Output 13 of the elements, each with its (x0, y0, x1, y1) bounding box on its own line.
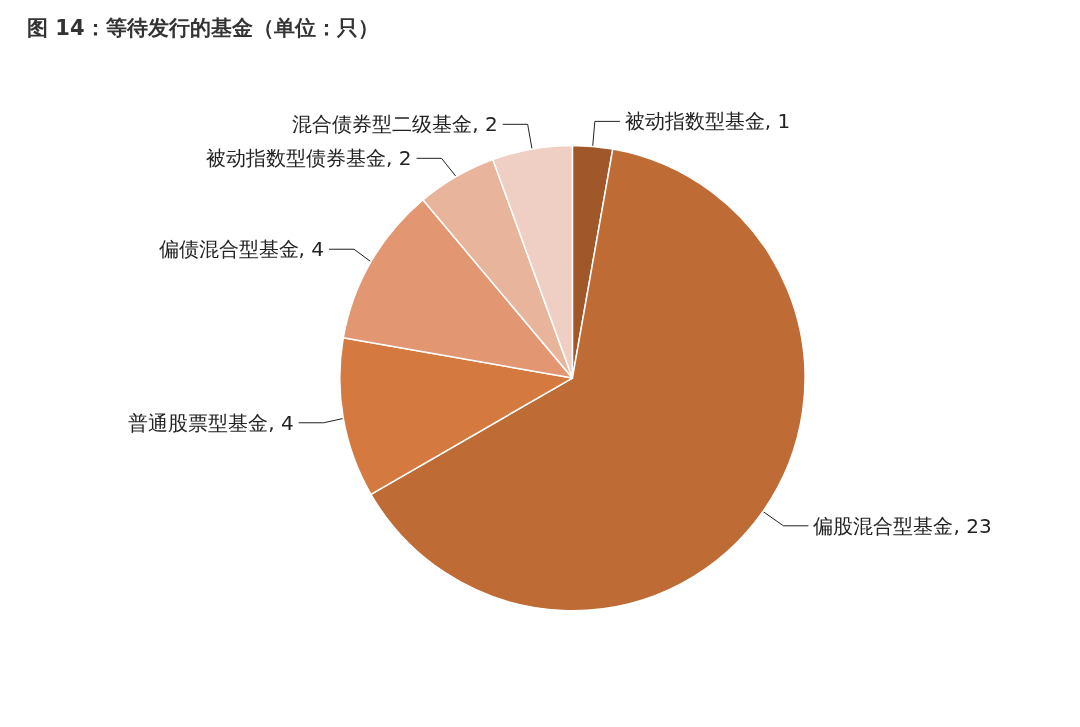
data-label: , 4 (268, 410, 294, 435)
slice-label: 混合债券型二级基金 (292, 112, 473, 137)
chart-title: 图 14：等待发行的基金（单位：只） (27, 15, 379, 40)
data-label: , 1 (764, 109, 791, 134)
data-label: , 2 (386, 146, 412, 171)
slice-label: 偏股混合型基金 (813, 513, 954, 538)
slice-label: 被动指数型债券基金 (206, 146, 387, 171)
data-label: , 23 (953, 513, 992, 538)
data-label: , 4 (298, 237, 324, 262)
slice-label: 普通股票型基金 (128, 410, 269, 435)
data-label: , 2 (472, 112, 498, 137)
slice-label: 被动指数型基金 (624, 109, 765, 134)
slice-label: 偏债混合型基金 (158, 237, 299, 262)
